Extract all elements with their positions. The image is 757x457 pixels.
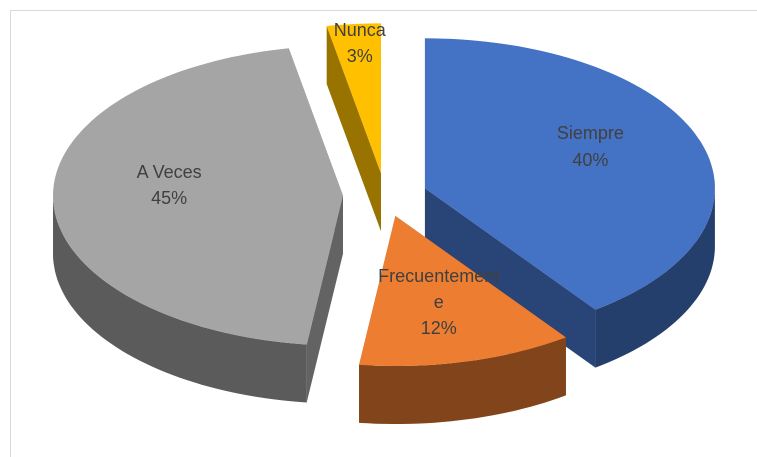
slice-cut-face <box>424 188 596 368</box>
label-line: Siempre <box>556 123 624 144</box>
slice-cut-face <box>306 195 343 403</box>
slice-top <box>424 38 715 310</box>
data-label: A Veces 45% <box>104 159 234 211</box>
slice-side <box>359 337 566 424</box>
label-line: 3% <box>346 45 373 66</box>
label-line: 45% <box>151 187 188 208</box>
slice-side <box>595 188 715 368</box>
chart-frame <box>10 10 757 457</box>
data-label: Nunca 3% <box>295 17 425 69</box>
slice <box>424 38 715 368</box>
data-label: Frecuentemente 12% <box>374 263 504 341</box>
data-label-text: Siempre 40% <box>525 120 655 172</box>
label-line: 12% <box>420 318 457 339</box>
slice-cut-face <box>326 26 381 232</box>
slice <box>359 216 566 424</box>
label-line: Nunca <box>333 19 386 40</box>
data-label-text: Frecuentemente 12% <box>374 263 504 341</box>
data-label: Siempre 40% <box>525 120 655 172</box>
label-line: A Veces <box>136 161 202 182</box>
slice-top <box>53 48 343 345</box>
slice-top <box>326 23 381 174</box>
slice <box>326 23 381 232</box>
slice-side <box>53 195 307 403</box>
data-label-text: A Veces 45% <box>104 159 234 211</box>
data-label-text: Nunca 3% <box>295 17 425 69</box>
label-line: 40% <box>572 149 609 170</box>
slice <box>53 48 343 403</box>
label-line: Frecuentemente <box>378 266 500 313</box>
slice-top <box>359 216 566 366</box>
